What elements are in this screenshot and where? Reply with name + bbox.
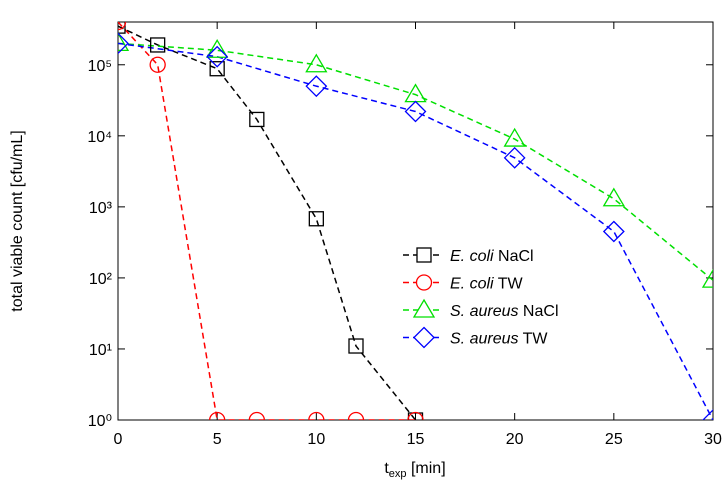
legend-rest: NaCl — [518, 303, 558, 320]
x-label-sub: exp — [389, 468, 407, 480]
plot-frame — [117, 21, 714, 421]
marker — [347, 411, 365, 420]
legend-label: S. aureus TW — [450, 331, 548, 348]
marker — [404, 100, 427, 123]
marker — [206, 45, 229, 68]
legend-label: E. coli NaCl — [450, 248, 534, 265]
y-tick-label: 10¹ — [89, 342, 112, 359]
series-line — [118, 22, 416, 420]
marker — [308, 211, 324, 227]
x-label-main: t — [384, 460, 389, 477]
legend-rest: NaCl — [494, 248, 534, 265]
marker — [503, 127, 526, 147]
y-tick-label: 10⁰ — [88, 413, 112, 430]
x-axis-label: texp [min] — [384, 460, 445, 480]
y-tick-label: 10⁴ — [87, 129, 112, 146]
x-tick-label: 0 — [114, 431, 123, 448]
marker — [305, 53, 328, 73]
marker — [702, 409, 713, 420]
y-tick-label: 10⁵ — [88, 58, 112, 75]
legend-italic: S. aureus — [450, 303, 518, 320]
legend-italic: E. coli — [450, 248, 494, 265]
marker — [602, 187, 625, 207]
legend-label: S. aureus NaCl — [450, 303, 559, 320]
marker — [209, 411, 226, 420]
legend-rest: TW — [518, 331, 548, 348]
marker — [206, 38, 229, 58]
x-label-unit: [min] — [407, 460, 446, 477]
marker — [503, 146, 526, 169]
y-tick-label: 10² — [89, 271, 113, 288]
marker — [348, 338, 364, 354]
marker — [248, 411, 265, 420]
x-tick-label: 15 — [407, 431, 425, 448]
marker — [305, 75, 328, 98]
marker — [412, 298, 436, 318]
marker — [407, 411, 424, 420]
series-line — [118, 42, 713, 281]
x-tick-label: 5 — [213, 431, 222, 448]
y-axis-label: total viable count [cfu/mL] — [9, 130, 26, 311]
marker — [602, 220, 625, 243]
series-line — [118, 25, 417, 420]
marker — [249, 111, 265, 128]
marker — [404, 83, 427, 103]
y-tick-label: 10³ — [89, 200, 113, 217]
marker — [118, 32, 130, 52]
x-tick-label: 20 — [506, 431, 524, 448]
marker — [149, 56, 166, 73]
x-tick-label: 25 — [605, 431, 623, 448]
marker — [701, 268, 713, 288]
x-tick-label: 10 — [307, 431, 325, 448]
legend-italic: E. coli — [450, 276, 494, 293]
marker — [416, 247, 432, 263]
x-tick-label: 30 — [704, 431, 722, 448]
marker — [413, 326, 435, 349]
marker — [415, 274, 433, 291]
marker — [150, 37, 166, 53]
legend-rest: TW — [494, 276, 524, 293]
marker — [118, 32, 129, 55]
legend-label: E. coli TW — [450, 276, 524, 293]
marker — [209, 61, 225, 77]
marker — [308, 411, 325, 420]
legend-italic: S. aureus — [450, 331, 518, 348]
